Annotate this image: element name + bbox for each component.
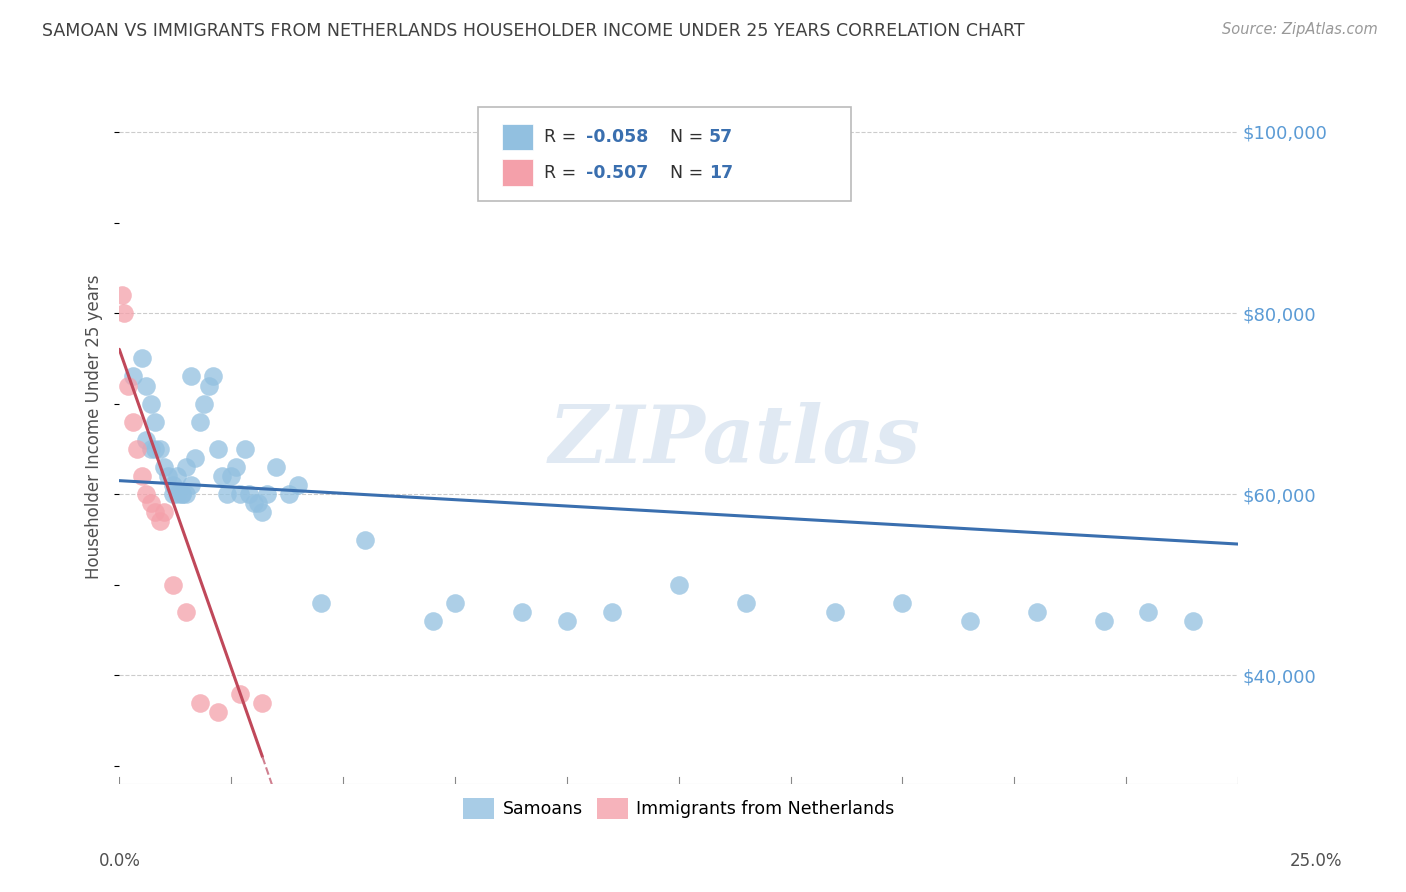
Samoans bbox=[157, 469, 180, 483]
Immigrants from Netherlands bbox=[207, 705, 229, 719]
Samoans bbox=[139, 397, 162, 411]
Samoans bbox=[252, 505, 274, 519]
Samoans bbox=[153, 460, 176, 475]
Immigrants from Netherlands bbox=[162, 578, 184, 592]
Text: N =: N = bbox=[659, 128, 709, 146]
Samoans bbox=[287, 478, 309, 492]
Samoans bbox=[135, 433, 157, 447]
Legend: Samoans, Immigrants from Netherlands: Samoans, Immigrants from Netherlands bbox=[456, 791, 901, 825]
Samoans bbox=[1137, 605, 1160, 619]
Immigrants from Netherlands bbox=[127, 442, 149, 456]
Text: SAMOAN VS IMMIGRANTS FROM NETHERLANDS HOUSEHOLDER INCOME UNDER 25 YEARS CORRELAT: SAMOAN VS IMMIGRANTS FROM NETHERLANDS HO… bbox=[42, 22, 1025, 40]
Samoans bbox=[959, 614, 981, 628]
Samoans bbox=[176, 460, 198, 475]
Immigrants from Netherlands bbox=[143, 505, 166, 519]
Samoans bbox=[143, 415, 166, 429]
Immigrants from Netherlands bbox=[110, 288, 132, 302]
Immigrants from Netherlands bbox=[117, 378, 139, 392]
Samoans bbox=[1025, 605, 1047, 619]
Samoans bbox=[197, 378, 219, 392]
Samoans bbox=[170, 487, 193, 501]
Samoans bbox=[891, 596, 914, 610]
Immigrants from Netherlands bbox=[131, 469, 153, 483]
Immigrants from Netherlands bbox=[148, 515, 170, 529]
Samoans bbox=[162, 478, 184, 492]
Immigrants from Netherlands bbox=[139, 496, 162, 510]
Immigrants from Netherlands bbox=[153, 505, 176, 519]
Samoans bbox=[166, 487, 188, 501]
Samoans bbox=[180, 369, 202, 384]
Immigrants from Netherlands bbox=[229, 686, 252, 700]
Samoans bbox=[211, 469, 233, 483]
Immigrants from Netherlands bbox=[176, 605, 198, 619]
Text: 17: 17 bbox=[709, 163, 733, 181]
Samoans bbox=[166, 469, 188, 483]
Samoans bbox=[278, 487, 301, 501]
Samoans bbox=[225, 460, 247, 475]
Text: 57: 57 bbox=[709, 128, 733, 146]
Samoans bbox=[219, 469, 242, 483]
Samoans bbox=[309, 596, 332, 610]
Samoans bbox=[1182, 614, 1205, 628]
Samoans bbox=[139, 442, 162, 456]
Text: R =: R = bbox=[544, 128, 582, 146]
Samoans bbox=[233, 442, 256, 456]
Samoans bbox=[238, 487, 260, 501]
Samoans bbox=[256, 487, 278, 501]
Immigrants from Netherlands bbox=[121, 415, 143, 429]
Samoans bbox=[207, 442, 229, 456]
Samoans bbox=[176, 487, 198, 501]
Samoans bbox=[184, 450, 207, 465]
Samoans bbox=[180, 478, 202, 492]
Samoans bbox=[229, 487, 252, 501]
Samoans bbox=[170, 487, 193, 501]
Samoans bbox=[135, 378, 157, 392]
Immigrants from Netherlands bbox=[112, 306, 135, 320]
Text: -0.058: -0.058 bbox=[586, 128, 648, 146]
Text: ZIPatlas: ZIPatlas bbox=[548, 402, 921, 479]
Text: 25.0%: 25.0% bbox=[1291, 852, 1343, 870]
Samoans bbox=[444, 596, 467, 610]
Samoans bbox=[131, 351, 153, 366]
Text: -0.507: -0.507 bbox=[586, 163, 648, 181]
Samoans bbox=[734, 596, 756, 610]
Text: Source: ZipAtlas.com: Source: ZipAtlas.com bbox=[1222, 22, 1378, 37]
Samoans bbox=[422, 614, 444, 628]
Text: R =: R = bbox=[544, 163, 582, 181]
Samoans bbox=[148, 442, 170, 456]
Immigrants from Netherlands bbox=[252, 696, 274, 710]
Samoans bbox=[1092, 614, 1115, 628]
Samoans bbox=[193, 397, 215, 411]
Samoans bbox=[202, 369, 225, 384]
Immigrants from Netherlands bbox=[135, 487, 157, 501]
Text: N =: N = bbox=[659, 163, 709, 181]
Samoans bbox=[354, 533, 377, 547]
Samoans bbox=[264, 460, 287, 475]
Text: 0.0%: 0.0% bbox=[98, 852, 141, 870]
Samoans bbox=[510, 605, 533, 619]
Samoans bbox=[824, 605, 846, 619]
Samoans bbox=[246, 496, 269, 510]
Samoans bbox=[555, 614, 578, 628]
Y-axis label: Householder Income Under 25 years: Householder Income Under 25 years bbox=[86, 274, 103, 579]
Samoans bbox=[162, 487, 184, 501]
Samoans bbox=[600, 605, 623, 619]
Samoans bbox=[668, 578, 690, 592]
Samoans bbox=[242, 496, 264, 510]
Samoans bbox=[121, 369, 143, 384]
Samoans bbox=[188, 415, 211, 429]
Immigrants from Netherlands bbox=[188, 696, 211, 710]
Samoans bbox=[143, 442, 166, 456]
Samoans bbox=[215, 487, 238, 501]
